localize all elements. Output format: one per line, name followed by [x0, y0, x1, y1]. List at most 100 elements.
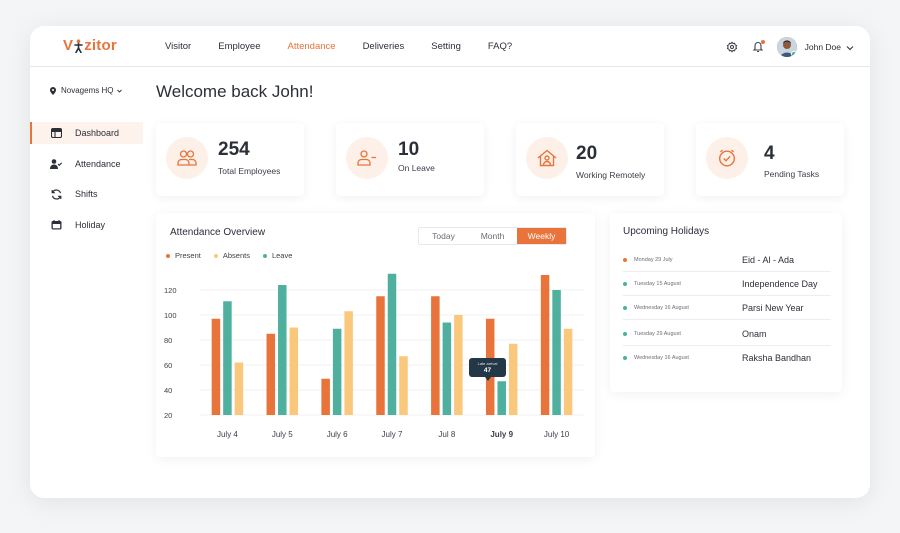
stat-card-total-employees[interactable]: 254 Total Employees — [156, 123, 304, 196]
holiday-row[interactable]: Wednesday 16 August Parsi New Year — [623, 296, 831, 320]
sidebar-item-label: Attendance — [75, 158, 121, 169]
tooltip-label: Late arrival — [477, 361, 498, 366]
stat-card-on-leave[interactable]: 10 On Leave — [336, 123, 484, 196]
holiday-row[interactable]: Tuesday 15 August Independence Day — [623, 272, 831, 296]
y-tick-label: 60 — [164, 361, 172, 370]
holiday-date: Tuesday 15 August — [634, 280, 681, 287]
nav-employee[interactable]: Employee — [218, 41, 261, 52]
chevron-down-icon[interactable] — [846, 38, 854, 56]
tooltip-value: 47 — [483, 367, 492, 374]
bar-leave — [332, 328, 342, 415]
nav-visitor[interactable]: Visitor — [165, 41, 192, 52]
location-label: Novagems HQ — [61, 86, 114, 95]
stat-value: 10 — [398, 139, 420, 160]
nav-deliveries[interactable]: Deliveries — [362, 41, 405, 52]
gear-icon[interactable] — [725, 40, 739, 54]
stat-value: 4 — [764, 143, 775, 164]
stat-label: Total Employees — [218, 166, 281, 176]
status-dot — [623, 257, 627, 262]
status-dot — [623, 356, 627, 360]
sidebar-item-holiday[interactable]: Holiday — [30, 214, 143, 236]
clock-check-icon — [706, 137, 748, 179]
bar-absents — [344, 311, 353, 415]
bar-present — [211, 318, 221, 415]
bar-absents — [454, 315, 463, 415]
user-check-icon — [50, 158, 62, 170]
bar-leave — [278, 285, 287, 415]
holiday-row[interactable]: Tuesday 29 August Onam — [623, 322, 831, 346]
top-right-controls: John Doe — [725, 26, 854, 67]
chart-legend: Present Absents Leave — [166, 251, 305, 260]
sidebar-item-dashboard[interactable]: Dashboard — [30, 122, 143, 144]
dashboard-icon — [50, 127, 62, 139]
map-pin-icon — [50, 86, 56, 95]
logo-person-icon — [74, 38, 84, 53]
stat-value: 254 — [218, 139, 250, 160]
stat-card-working-remotely[interactable]: 20 Working Remotely — [516, 123, 664, 196]
stat-label: Working Remotely — [576, 170, 646, 180]
bar-present — [431, 296, 440, 415]
y-tick-label: 20 — [164, 411, 172, 420]
nav-faq[interactable]: FAQ? — [487, 41, 513, 52]
sidebar-item-label: Holiday — [75, 219, 106, 230]
x-tick-label: July 4 — [217, 430, 238, 439]
nav-attendance[interactable]: Attendance — [287, 41, 336, 52]
location-selector[interactable]: Novagems HQ — [50, 86, 123, 95]
status-dot — [623, 281, 627, 286]
legend-item-present: Present — [166, 251, 201, 260]
holiday-name: Eid - Al - Ada — [742, 254, 795, 265]
legend-dot — [213, 253, 218, 258]
tab-today[interactable]: Today — [432, 231, 455, 241]
bar-leave — [442, 322, 452, 415]
legend-dot — [262, 253, 267, 258]
chart-title: Attendance Overview — [170, 227, 266, 238]
holiday-name: Parsi New Year — [742, 302, 804, 313]
notification-dot — [760, 39, 765, 44]
x-tick-label: July 6 — [327, 430, 348, 439]
sidebar-item-shifts[interactable]: Shifts — [30, 183, 143, 205]
bar-present — [321, 378, 330, 415]
online-status-dot — [790, 50, 797, 57]
legend-item-absents: Absents — [213, 251, 250, 260]
stat-card-pending-tasks[interactable]: 4 Pending Tasks — [696, 123, 844, 196]
sidebar: Dashboard Attendance Shifts Holiday — [30, 122, 143, 244]
bar-leave — [497, 381, 506, 415]
bell-icon[interactable] — [751, 39, 765, 54]
chart-tooltip: Late arrival 47 — [469, 358, 506, 381]
user-name[interactable]: John Doe — [804, 41, 841, 52]
nav-setting[interactable]: Setting — [431, 41, 461, 52]
logo-text: zitor — [84, 37, 117, 54]
tab-weekly[interactable]: Weekly — [517, 228, 566, 244]
status-dot — [623, 331, 627, 336]
sidebar-item-attendance[interactable]: Attendance — [30, 153, 143, 175]
legend-label: Absents — [222, 251, 250, 260]
logo[interactable]: V zitor — [63, 37, 117, 54]
upcoming-holidays-card: Upcoming Holidays Monday 29 July Eid - A… — [610, 213, 842, 392]
bar-absents — [508, 343, 518, 415]
legend-dot — [166, 253, 170, 258]
x-tick-label: July 9 — [490, 430, 513, 439]
holiday-row[interactable]: Monday 29 July Eid - Al - Ada — [623, 248, 831, 272]
refresh-icon — [50, 188, 62, 200]
y-tick-label: 120 — [164, 286, 177, 295]
bar-absents — [399, 356, 408, 415]
bar-present — [540, 275, 550, 415]
avatar[interactable] — [776, 36, 797, 57]
holiday-row[interactable]: Wednesday 16 August Raksha Bandhan — [623, 346, 831, 370]
bar-present — [376, 296, 385, 415]
bar-present — [266, 333, 276, 415]
legend-label: Leave — [271, 251, 293, 260]
user-minus-icon — [346, 137, 388, 179]
tab-month[interactable]: Month — [480, 231, 505, 241]
top-bar: V zitor Visitor Employee Attendance Deli… — [30, 26, 870, 67]
bar-absents — [234, 362, 244, 415]
holiday-date: Wednesday 16 August — [634, 304, 689, 311]
home-user-icon — [526, 137, 568, 179]
legend-label: Present — [175, 251, 201, 260]
x-tick-label: Jul 8 — [438, 430, 455, 439]
users-icon — [166, 137, 208, 179]
calendar-icon — [50, 219, 62, 231]
holiday-date: Tuesday 29 August — [634, 330, 681, 337]
page-title: Welcome back John! — [156, 82, 314, 101]
status-dot — [623, 305, 627, 310]
